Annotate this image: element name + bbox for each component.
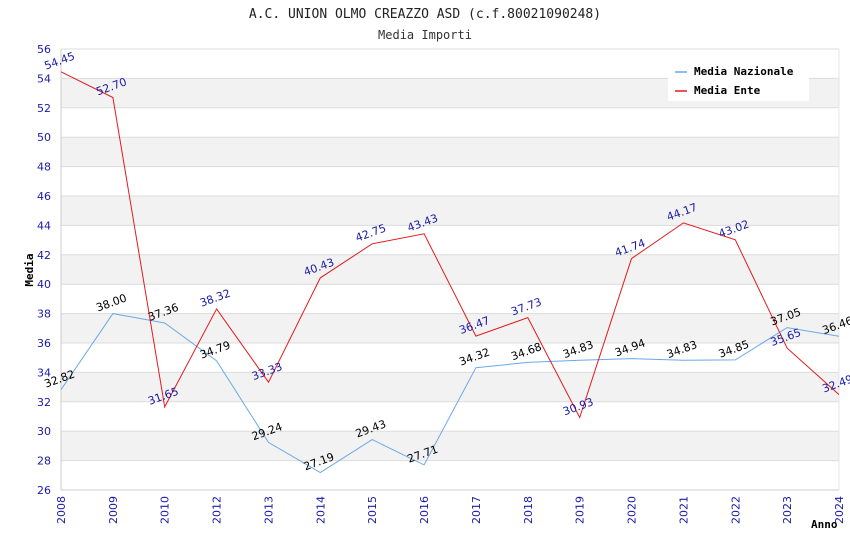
series-line-1 <box>60 71 840 419</box>
y-tick-label: 50 <box>37 131 51 144</box>
grid-bands <box>61 78 839 461</box>
x-tick-label: 2018 <box>522 496 535 524</box>
x-tick-label: 2022 <box>729 496 742 524</box>
x-tick-label: 2014 <box>314 496 327 524</box>
y-tick-label: 42 <box>37 249 51 262</box>
y-tick-label: 44 <box>37 219 51 232</box>
legend-label-media-ente: Media Ente <box>694 84 761 97</box>
grid-band <box>61 196 839 226</box>
grid-band <box>61 431 839 461</box>
x-tick-label: 2020 <box>626 496 639 524</box>
x-tick-label: 2009 <box>107 496 120 524</box>
legend: Media Nazionale Media Ente <box>668 60 809 101</box>
chart-subtitle: Media Importi <box>378 28 472 42</box>
x-tick-label: 2015 <box>366 496 379 524</box>
grid-band <box>61 313 839 343</box>
grid-band <box>61 254 839 285</box>
x-axis-title: Anno <box>811 518 838 531</box>
y-tick-label: 38 <box>37 308 51 321</box>
x-tick-label: 2016 <box>418 496 431 524</box>
y-tick-label: 32 <box>37 396 51 409</box>
y-tick-label: 48 <box>37 161 51 174</box>
x-tick-label: 2010 <box>159 496 172 524</box>
grid-band <box>61 372 839 402</box>
x-tick-label: 2021 <box>677 496 690 524</box>
y-tick-label: 36 <box>37 337 51 350</box>
x-tick-label: 2008 <box>55 496 68 524</box>
series-lines <box>60 71 840 474</box>
x-tick-label: 2012 <box>211 496 224 524</box>
x-tick-label: 2013 <box>262 496 275 524</box>
chart-title: A.C. UNION OLMO CREAZZO ASD (c.f.8002109… <box>249 7 601 22</box>
y-tick-label: 54 <box>37 72 51 85</box>
x-tick-label: 2023 <box>781 496 794 524</box>
x-tick-label: 2019 <box>574 496 587 524</box>
grid-band <box>61 137 839 167</box>
data-label: 38.32 <box>198 287 232 310</box>
y-tick-label: 56 <box>37 43 51 56</box>
y-tick-label: 34 <box>37 366 51 379</box>
series-line-0 <box>60 313 840 474</box>
x-tick-label: 2024 <box>833 496 846 524</box>
x-axis-ticks: 2008 2009 2010 2012 2013 2014 2015 2016 2017 2018… <box>55 496 846 524</box>
data-label: 38.00 <box>94 291 128 314</box>
data-label: 34.68 <box>509 340 543 363</box>
y-tick-label: 46 <box>37 190 51 203</box>
y-tick-label: 26 <box>37 484 51 497</box>
y-axis-ticks: 26 28 30 32 34 36 38 40 42 44 46 48 50 52 54 56 <box>37 43 51 497</box>
y-tick-label: 28 <box>37 455 51 468</box>
y-axis-title: Media <box>23 253 36 286</box>
x-tick-label: 2017 <box>470 496 483 524</box>
y-tick-label: 30 <box>37 425 51 438</box>
legend-background <box>668 60 809 101</box>
legend-label-media-nazionale: Media Nazionale <box>694 65 794 78</box>
y-tick-label: 52 <box>37 102 51 115</box>
y-tick-label: 40 <box>37 278 51 291</box>
data-label: 34.32 <box>458 346 492 369</box>
